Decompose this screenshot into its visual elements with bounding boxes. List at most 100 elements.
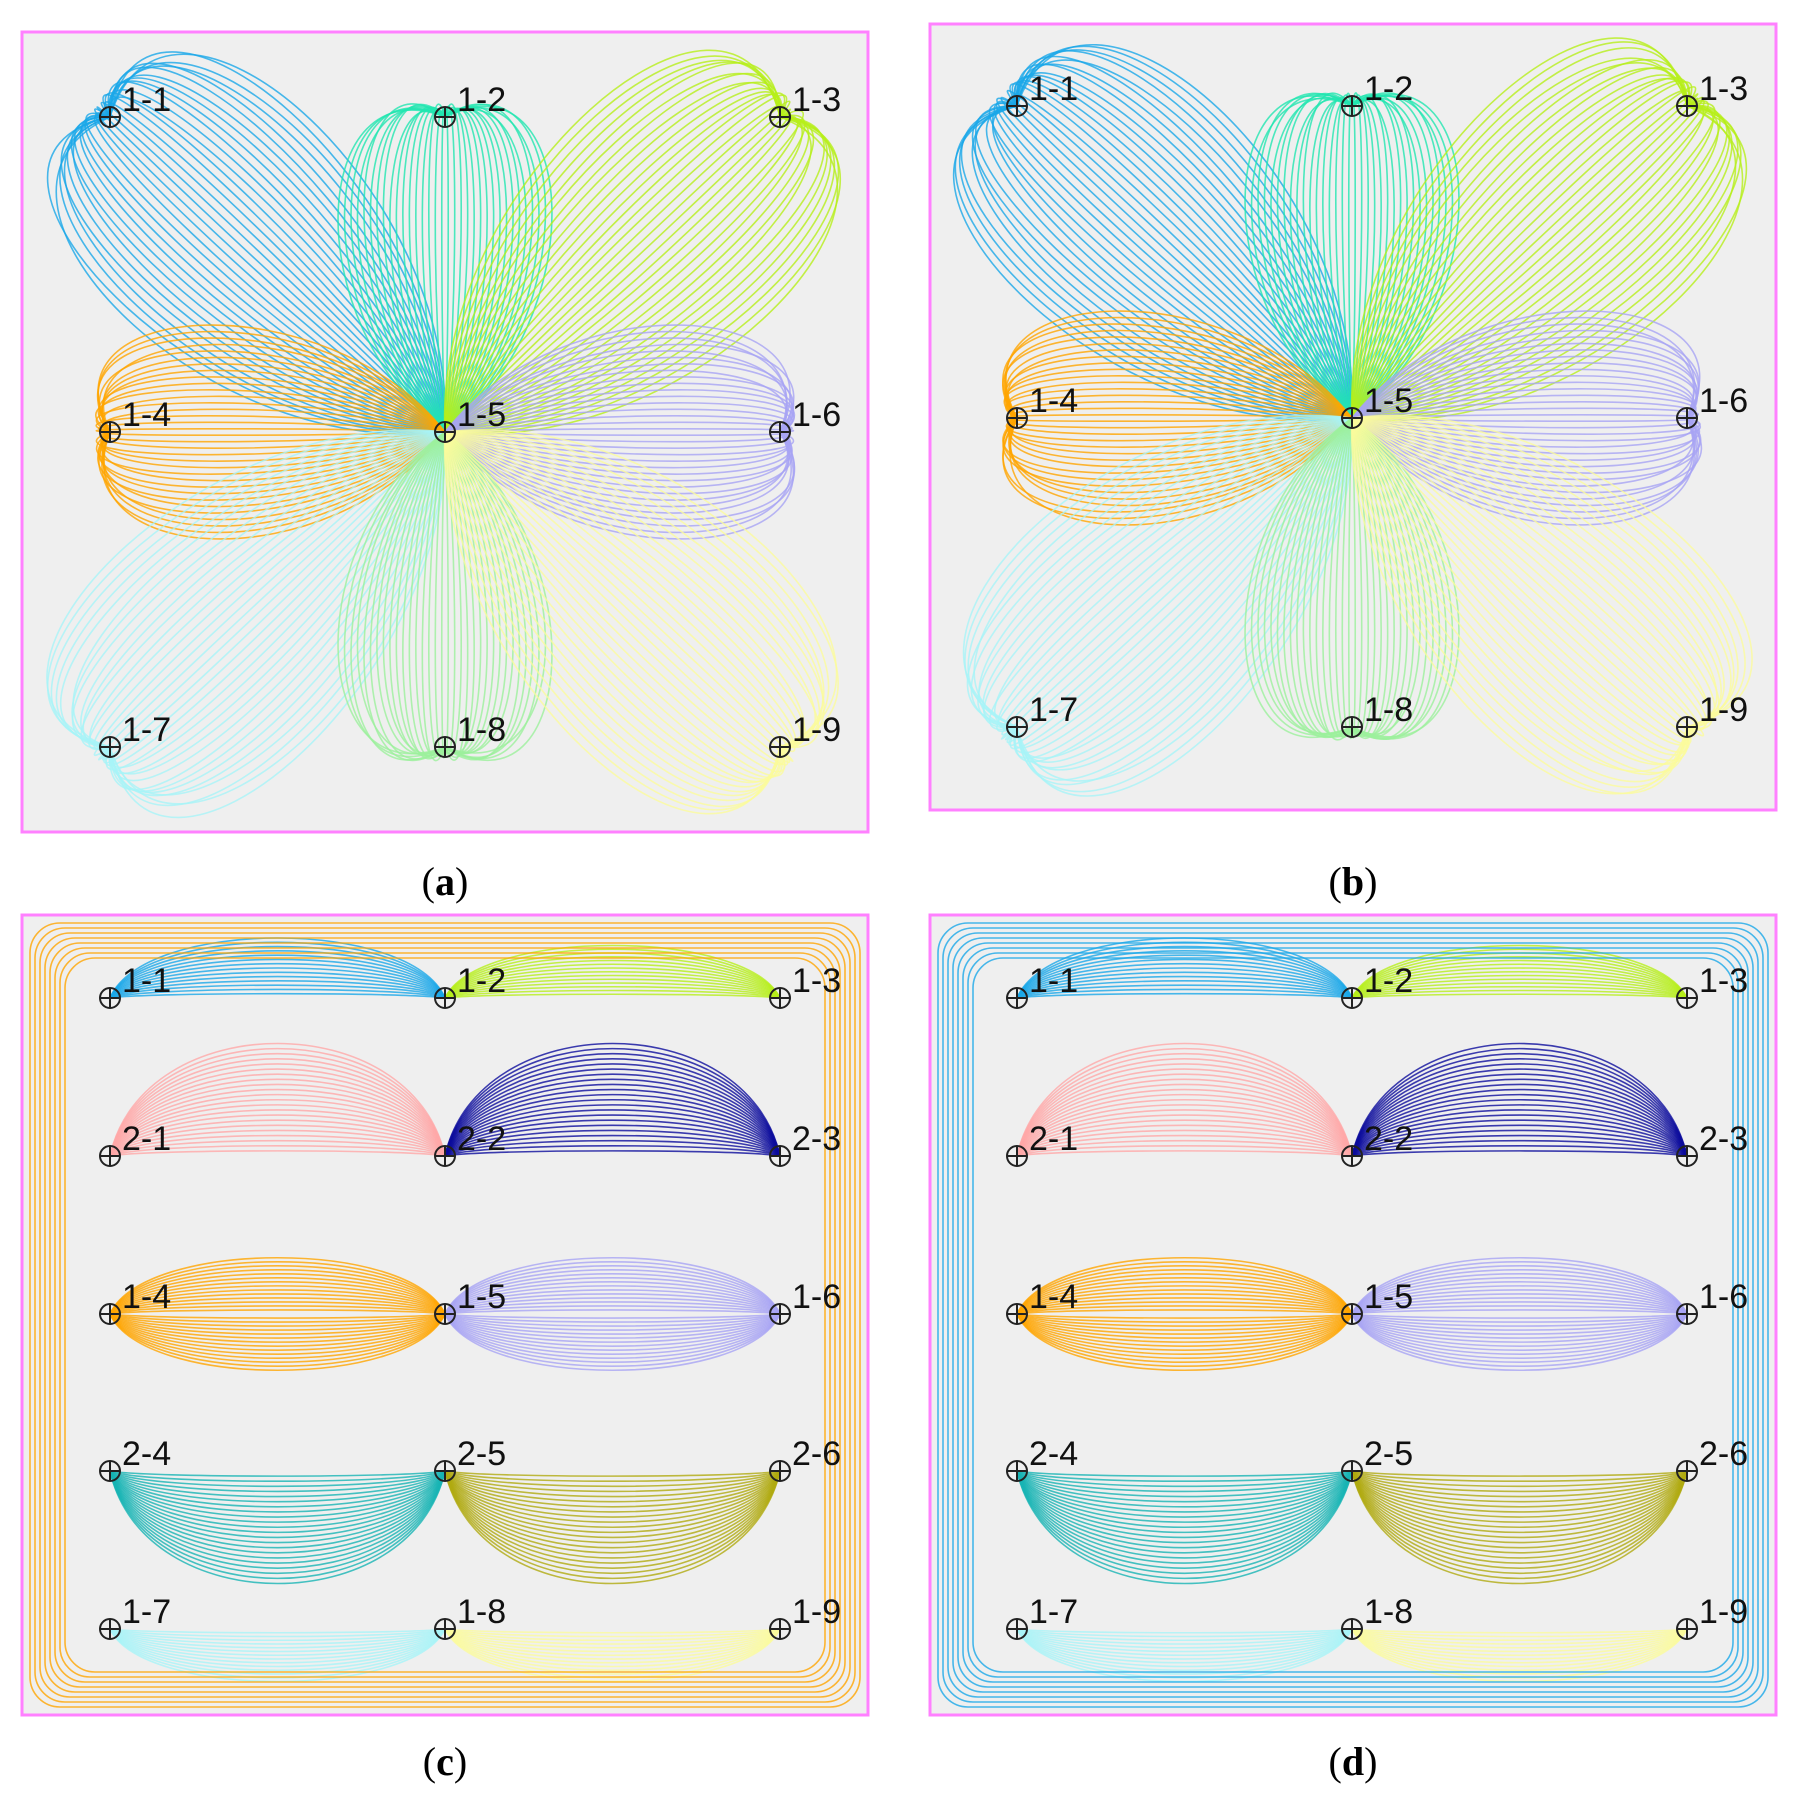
streamline	[1016, 1285, 1353, 1315]
streamline	[444, 402, 793, 433]
streamline	[444, 431, 820, 749]
streamline	[49, 942, 841, 1688]
streamline	[1016, 1109, 1353, 1157]
well-label: 1-2	[1364, 962, 1413, 1000]
well-marker-icon	[1341, 1618, 1363, 1640]
streamline	[109, 1470, 446, 1575]
streamline	[1351, 1297, 1688, 1315]
streamline	[444, 107, 540, 433]
streamline	[443, 49, 781, 433]
streamline	[1351, 1273, 1688, 1315]
streamline	[1351, 1269, 1688, 1315]
streamline	[109, 1313, 446, 1355]
streamline	[1016, 1313, 1353, 1319]
streamline	[1351, 1313, 1688, 1335]
streamline	[444, 1313, 781, 1351]
streamline	[39, 932, 851, 1698]
streamline	[963, 414, 1353, 728]
streamline	[1351, 1150, 1688, 1157]
streamline	[1351, 1052, 1688, 1157]
streamline	[1016, 45, 1353, 419]
streamline	[109, 1144, 446, 1157]
panel-b: 1-1 1-2 1-3 1-4 1-5 1-6 1-7 1-8 1-9 (b)	[928, 22, 1778, 904]
streamline	[1016, 417, 1353, 763]
streamline	[1351, 66, 1688, 419]
streamline	[1351, 1099, 1688, 1157]
streamline	[1250, 97, 1353, 419]
streamline	[444, 115, 799, 433]
streamline	[444, 408, 791, 433]
streamline	[109, 1313, 446, 1367]
streamline	[1351, 1134, 1688, 1157]
streamline	[109, 1628, 446, 1638]
streamline	[369, 431, 446, 760]
streamline	[109, 1114, 446, 1157]
streamline	[1351, 1470, 1688, 1523]
streamline	[1351, 1093, 1688, 1157]
streamline	[444, 1257, 781, 1315]
streamline	[1016, 1124, 1353, 1157]
streamline	[1351, 417, 1697, 735]
streamline	[444, 1628, 781, 1653]
streamline	[109, 1628, 446, 1642]
streamline	[444, 431, 821, 748]
well-label: 1-3	[1699, 962, 1748, 1000]
streamline	[1016, 988, 1353, 999]
streamline	[382, 431, 446, 755]
streamline	[1351, 416, 1739, 728]
streamline	[1302, 92, 1353, 419]
streamline	[960, 105, 1353, 419]
streamline	[1351, 1277, 1688, 1315]
streamline	[1276, 94, 1353, 419]
well-marker-icon	[1006, 1303, 1028, 1325]
streamline	[1351, 1313, 1688, 1359]
streamline	[1016, 971, 1353, 999]
well-label: 1-6	[1699, 1278, 1748, 1316]
streamline	[1351, 1470, 1688, 1513]
streamline	[1016, 1313, 1353, 1347]
streamline	[444, 1068, 781, 1157]
streamline	[444, 431, 547, 754]
streamline	[1016, 1257, 1353, 1315]
streamline	[1270, 97, 1353, 419]
streamline	[109, 1313, 446, 1351]
streamline	[1351, 989, 1688, 999]
streamline	[73, 116, 446, 433]
streamline	[1351, 955, 1688, 999]
streamline	[1351, 1470, 1688, 1539]
well-marker-icon	[1006, 987, 1028, 1009]
well-marker-icon	[1006, 407, 1028, 429]
streamline	[444, 421, 793, 433]
panel-d: 1-1 1-2 1-3 2-1 2-2 2-3 1-4 1-5 1-6 2-4 2-5 2-6 1-7 1…	[928, 913, 1778, 1784]
streamline	[1016, 55, 1353, 419]
streamline	[1351, 1313, 1688, 1355]
streamline	[444, 350, 788, 433]
streamline	[444, 1289, 781, 1315]
streamline	[444, 61, 781, 433]
panel-caption: (b)	[1329, 859, 1378, 904]
streamline	[109, 51, 446, 433]
streamline	[1351, 1628, 1688, 1668]
streamline	[1000, 417, 1353, 740]
well-marker-icon	[1676, 987, 1698, 1009]
streamline	[1351, 81, 1693, 419]
streamline	[109, 1052, 446, 1157]
streamline	[444, 1470, 781, 1549]
streamline	[97, 431, 446, 501]
streamline	[1351, 417, 1705, 731]
streamline	[109, 1099, 446, 1157]
streamline	[46, 430, 446, 748]
streamline	[1309, 99, 1353, 419]
streamline	[1351, 1313, 1688, 1331]
streamline	[1016, 1144, 1353, 1157]
streamline	[64, 957, 826, 1673]
streamline	[444, 1042, 781, 1157]
streamline	[1016, 1088, 1353, 1157]
well-marker-icon	[769, 106, 791, 128]
streamline	[1016, 1628, 1353, 1660]
streamline	[444, 1470, 781, 1488]
streamline	[1016, 984, 1353, 999]
well-label: 1-7	[1029, 691, 1078, 729]
streamline	[337, 431, 446, 755]
streamline	[1351, 417, 1718, 728]
